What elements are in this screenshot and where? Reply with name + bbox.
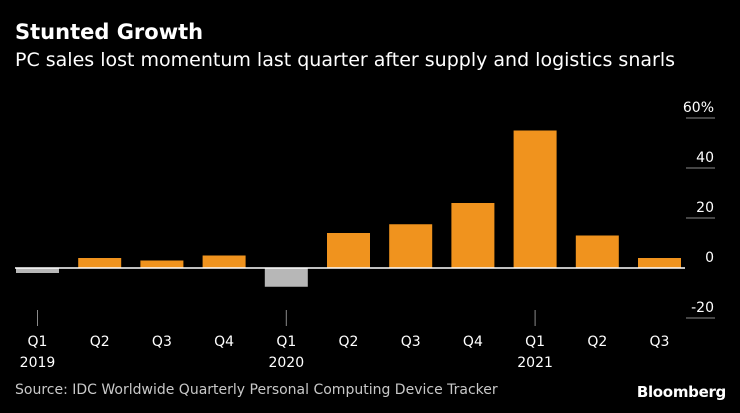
x-tick-label: Q1	[28, 334, 48, 350]
bar	[513, 130, 557, 268]
year-label: 2019	[20, 355, 56, 371]
x-tick-label: Q3	[650, 334, 670, 350]
bar	[575, 235, 619, 268]
x-tick-label: Q4	[214, 334, 234, 350]
chart-title: Stunted Growth	[15, 20, 204, 44]
y-tick-label: 0	[705, 250, 714, 266]
bar	[202, 255, 246, 268]
bar	[140, 260, 184, 268]
y-tick-label: 20	[696, 200, 714, 216]
x-tick-label: Q4	[463, 334, 483, 350]
year-label: 2021	[517, 355, 553, 371]
bar	[451, 203, 495, 268]
x-tick-label: Q2	[339, 334, 359, 350]
bar	[327, 233, 370, 268]
y-tick-label: 60%	[683, 100, 714, 116]
chart-subtitle: PC sales lost momentum last quarter afte…	[15, 49, 675, 71]
y-tick-label: -20	[691, 300, 714, 316]
bar	[389, 224, 433, 268]
year-label: 2020	[268, 355, 304, 371]
bloomberg-logo: Bloomberg	[636, 383, 726, 401]
bar	[16, 268, 59, 273]
x-tick-label: Q2	[90, 334, 110, 350]
x-tick-label: Q3	[401, 334, 421, 350]
x-tick-label: Q2	[587, 334, 607, 350]
x-tick-label: Q3	[152, 334, 172, 350]
x-tick-label: Q1	[525, 334, 545, 350]
source-note: Source: IDC Worldwide Quarterly Personal…	[15, 382, 498, 398]
bar	[264, 268, 308, 287]
y-tick-label: 40	[696, 150, 714, 166]
bar	[638, 258, 681, 268]
bar	[78, 258, 122, 268]
x-tick-label: Q1	[276, 334, 296, 350]
